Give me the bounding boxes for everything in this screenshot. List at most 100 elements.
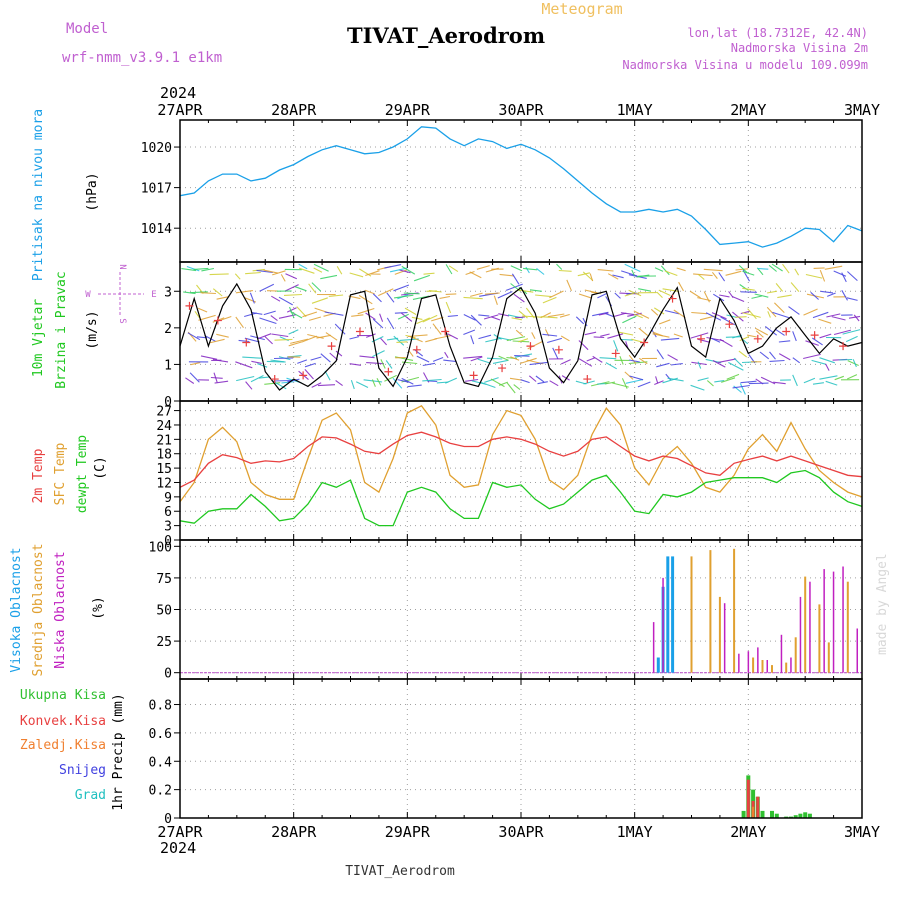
cloud-bar — [652, 622, 655, 673]
wind-arrow — [834, 375, 844, 381]
wind-arrow — [320, 353, 331, 363]
wind-arrow — [810, 291, 819, 300]
y-tick-label: 1 — [164, 358, 172, 373]
wind-arrow — [740, 380, 757, 384]
wind-arrow — [397, 379, 409, 383]
wind-arrow — [209, 273, 229, 276]
y-tick-label: 24 — [156, 419, 172, 434]
wind-arrow — [510, 356, 520, 361]
wind-arrow — [735, 316, 747, 318]
wind-arrow — [465, 270, 475, 276]
wind-arrow — [288, 329, 299, 335]
wind-arrow — [846, 374, 858, 380]
wind-arrow — [838, 358, 853, 361]
wind-arrow — [234, 273, 241, 280]
y-tick-label: 21 — [156, 433, 172, 448]
cloud-ylabel-1: Visoka Oblacnost — [9, 547, 24, 672]
wind-arrow — [210, 376, 223, 379]
wind-arrow — [187, 332, 201, 341]
wind-arrow — [754, 327, 769, 336]
wind-arrow — [365, 270, 380, 277]
wind-arrow — [334, 323, 346, 335]
wind-arrow — [748, 382, 769, 385]
cloud-bar — [785, 662, 788, 673]
wind-arrow — [589, 273, 594, 282]
wind-marker — [213, 316, 222, 325]
wind-arrow — [443, 359, 457, 363]
temp-ylabel-2: SFC Temp — [53, 443, 68, 506]
cloud-bar — [799, 596, 802, 673]
cloud-bar — [794, 637, 797, 673]
wind-marker — [412, 345, 421, 354]
wind-marker — [782, 327, 791, 336]
wind-arrow — [703, 291, 710, 303]
wind-arrow — [536, 267, 545, 275]
wind-arrow — [403, 292, 420, 295]
wind-arrow — [497, 290, 513, 299]
wind-arrow — [819, 375, 838, 380]
wind-arrow — [285, 273, 298, 280]
wind-marker — [384, 367, 393, 376]
wind-marker — [696, 334, 705, 343]
wind-arrow — [621, 338, 633, 341]
date-tick-label: 27APR — [157, 823, 203, 841]
precip-bar — [752, 806, 755, 818]
wind-arrow — [853, 314, 860, 322]
wind-arrow — [766, 306, 777, 318]
wind-arrow — [742, 312, 761, 318]
y-tick-label: 0 — [164, 812, 172, 827]
wind-arrow — [664, 270, 678, 277]
wind-arrow — [788, 306, 800, 315]
wind-arrow — [400, 312, 413, 322]
wind-arrow — [394, 269, 408, 275]
wind-arrow — [259, 317, 277, 325]
date-tick-label: 30APR — [498, 101, 544, 119]
compass-south: S — [117, 318, 127, 323]
wind-arrow — [768, 264, 777, 272]
wind-arrow — [831, 316, 846, 321]
wind-arrow — [803, 377, 816, 384]
wind-arrow — [371, 379, 376, 387]
wind-arrow — [607, 333, 624, 339]
wind-arrow — [820, 290, 834, 294]
wind-arrow — [760, 376, 776, 385]
wind-arrow — [633, 313, 643, 319]
precip-bar — [756, 796, 760, 818]
wind-arrow — [721, 377, 736, 383]
wind-arrow — [365, 312, 376, 321]
wind-arrow — [656, 362, 670, 368]
wind-arrow — [470, 292, 483, 297]
wind-arrow — [304, 362, 316, 368]
wind-arrow — [349, 363, 362, 366]
wind-arrow — [251, 360, 262, 364]
wind-arrow — [711, 271, 718, 279]
cloud-bar — [771, 665, 773, 673]
wind-arrow — [257, 363, 268, 368]
wind-arrow — [513, 293, 525, 303]
wind-arrow — [308, 316, 322, 321]
wind-marker — [299, 371, 308, 380]
wind-arrow — [212, 288, 223, 297]
wind-arrow — [697, 377, 709, 382]
wind-arrow — [296, 306, 307, 318]
wind-arrow — [578, 340, 589, 351]
cloud-bar — [656, 657, 660, 673]
wind-arrow — [432, 323, 442, 335]
wind-arrow — [242, 356, 262, 359]
wind-arrow — [479, 381, 496, 389]
wind-marker — [583, 375, 592, 384]
wind-marker — [810, 331, 819, 340]
wind-arrow — [422, 378, 442, 382]
wind-arrow — [196, 336, 207, 339]
wind-arrow — [183, 291, 196, 295]
wind-marker — [469, 371, 478, 380]
wind-arrow — [492, 359, 509, 364]
wind-arrow — [586, 357, 596, 362]
wind-arrow — [664, 309, 680, 315]
wind-arrow — [792, 357, 801, 364]
wind-arrow — [656, 349, 664, 360]
wind-arrow — [792, 374, 798, 387]
wind-arrow — [697, 338, 711, 343]
compass-east: E — [151, 290, 156, 300]
wind-arrow — [185, 377, 195, 384]
